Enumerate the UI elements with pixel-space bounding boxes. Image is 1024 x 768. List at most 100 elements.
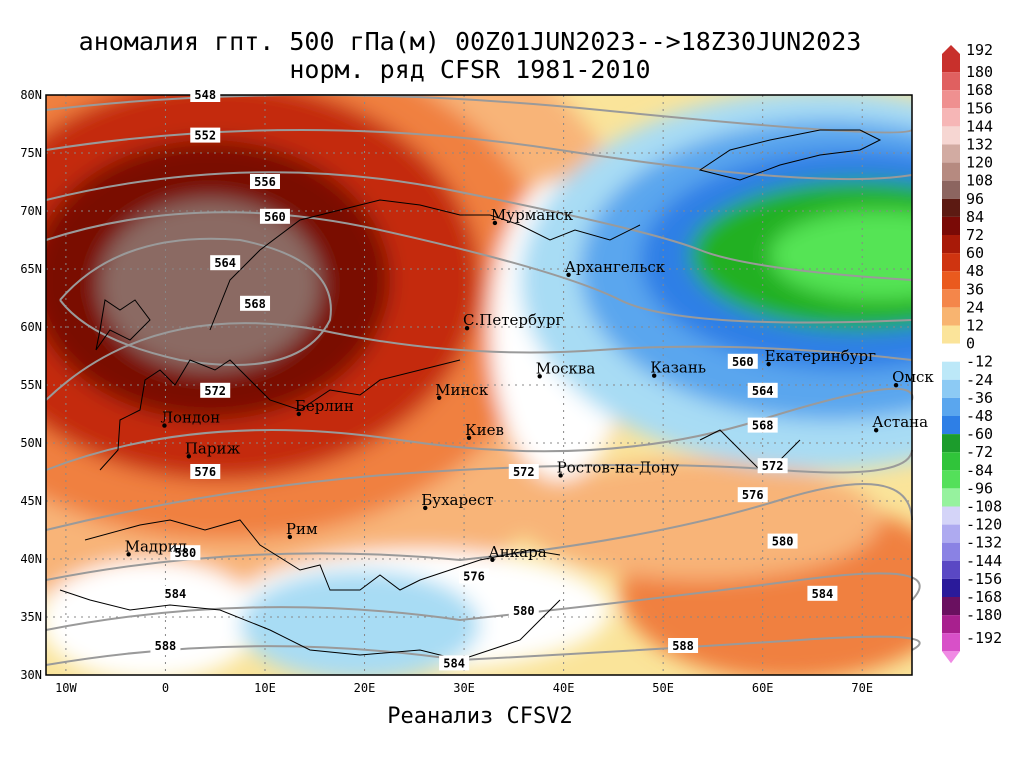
height-contour	[45, 449, 913, 531]
legend-label: 0	[966, 335, 975, 353]
legend-swatch	[942, 216, 960, 235]
legend-label: 168	[966, 81, 993, 99]
legend-label: -12	[966, 353, 993, 371]
legend-swatch	[942, 506, 960, 525]
city-marker	[893, 383, 899, 388]
legend-swatch	[942, 343, 960, 362]
city-label: Мадрид	[125, 537, 187, 555]
height-contour	[45, 322, 913, 401]
contour-label-bg	[249, 174, 280, 189]
contour-label-bg	[170, 545, 201, 561]
legend-label: 12	[966, 317, 984, 335]
contour-label: 564	[752, 384, 774, 398]
lat-tick-label: 60N	[20, 320, 42, 334]
city-label: Париж	[185, 439, 241, 457]
contour-label-bg	[508, 464, 539, 479]
lat-tick-label: 75N	[20, 146, 42, 160]
legend-label: 60	[966, 244, 984, 262]
contour-label-bg	[259, 208, 290, 224]
contour-label-bg	[190, 464, 221, 479]
contour-label-bg	[439, 655, 470, 671]
legend-label: -132	[966, 534, 1002, 552]
legend-swatch	[942, 470, 960, 489]
contour-label-bg	[210, 255, 241, 271]
contour-label-bg	[150, 638, 181, 653]
height-contour	[59, 237, 332, 366]
legend-swatch	[942, 452, 960, 471]
contour-label-bg	[767, 533, 798, 549]
lon-tick-label: 10W	[55, 681, 77, 695]
contour-label: 584	[443, 656, 465, 670]
legend-swatch	[942, 633, 960, 652]
legend-label: -84	[966, 461, 993, 479]
city-marker	[558, 473, 563, 478]
legend-swatch	[942, 578, 960, 597]
lon-tick-label: 20E	[354, 681, 376, 695]
contour-label-bg	[747, 417, 778, 433]
city-label: Екатеринбург	[765, 347, 876, 365]
legend-swatch	[942, 126, 960, 145]
lon-tick-label: 60E	[752, 681, 774, 695]
city-marker	[466, 435, 472, 440]
legend-swatch	[942, 108, 960, 127]
city-label: Москва	[536, 359, 596, 377]
lon-tick-label: 40E	[553, 681, 575, 695]
city-label: Казань	[650, 359, 706, 377]
contour-label: 560	[732, 355, 754, 369]
legend-swatch	[942, 597, 960, 616]
lat-tick-label: 40N	[20, 552, 42, 566]
legend-label: -156	[966, 570, 1002, 588]
contour-label: 560	[264, 210, 286, 224]
legend-swatch	[942, 560, 960, 579]
contour-label: 572	[513, 465, 535, 479]
contour-label-bg	[668, 638, 699, 653]
contour-label: 576	[194, 465, 216, 479]
city-marker	[651, 373, 657, 378]
contour-label: 572	[762, 459, 784, 473]
legend-label: 48	[966, 262, 984, 280]
legend-label: -48	[966, 407, 993, 425]
city-marker	[766, 361, 771, 367]
legend-label: 192	[966, 41, 993, 59]
legend-label: 132	[966, 136, 993, 154]
legend-label: -24	[966, 371, 993, 389]
height-contour	[45, 171, 913, 281]
contour-label: 564	[214, 256, 236, 270]
legend-swatches	[942, 45, 960, 664]
city-label: Минск	[435, 381, 489, 399]
legend-label: 156	[966, 99, 993, 117]
legend-swatch	[942, 198, 960, 217]
lat-tick-label: 80N	[20, 88, 42, 102]
contour-label: 588	[155, 639, 177, 653]
height-contour	[45, 387, 914, 471]
legend-label: -36	[966, 389, 993, 407]
contour-label-bg	[757, 458, 788, 474]
city-label: Бухарест	[421, 491, 493, 509]
city-marker	[296, 411, 302, 417]
legend-swatch	[942, 72, 960, 91]
city-marker	[464, 325, 470, 331]
contour-label-bg	[240, 295, 271, 311]
lat-tick-label: 65N	[20, 262, 42, 276]
contour-label: 548	[194, 88, 216, 102]
contour-label: 580	[772, 535, 794, 549]
city-label: Омск	[892, 368, 934, 386]
contour-label-bg	[160, 585, 191, 601]
legend-label: 108	[966, 172, 993, 190]
legend-swatch	[942, 361, 960, 380]
legend-swatch	[942, 542, 960, 561]
legend-swatch	[942, 90, 960, 109]
legend-labels: 1921801681561441321201089684726048362412…	[966, 41, 1002, 647]
city-marker	[162, 423, 167, 428]
chart-title-line1: аномалия гпт. 500 гПа(м) 00Z01JUN2023-->…	[78, 27, 862, 56]
legend-label: 96	[966, 190, 984, 208]
lat-tick-label: 45N	[20, 494, 42, 508]
lat-tick-label: 70N	[20, 204, 42, 218]
legend-swatch	[942, 615, 960, 634]
contour-label: 568	[244, 297, 266, 311]
contour-label-bg	[747, 382, 778, 398]
city-marker	[126, 552, 131, 557]
city-label: Анкара	[488, 543, 546, 561]
